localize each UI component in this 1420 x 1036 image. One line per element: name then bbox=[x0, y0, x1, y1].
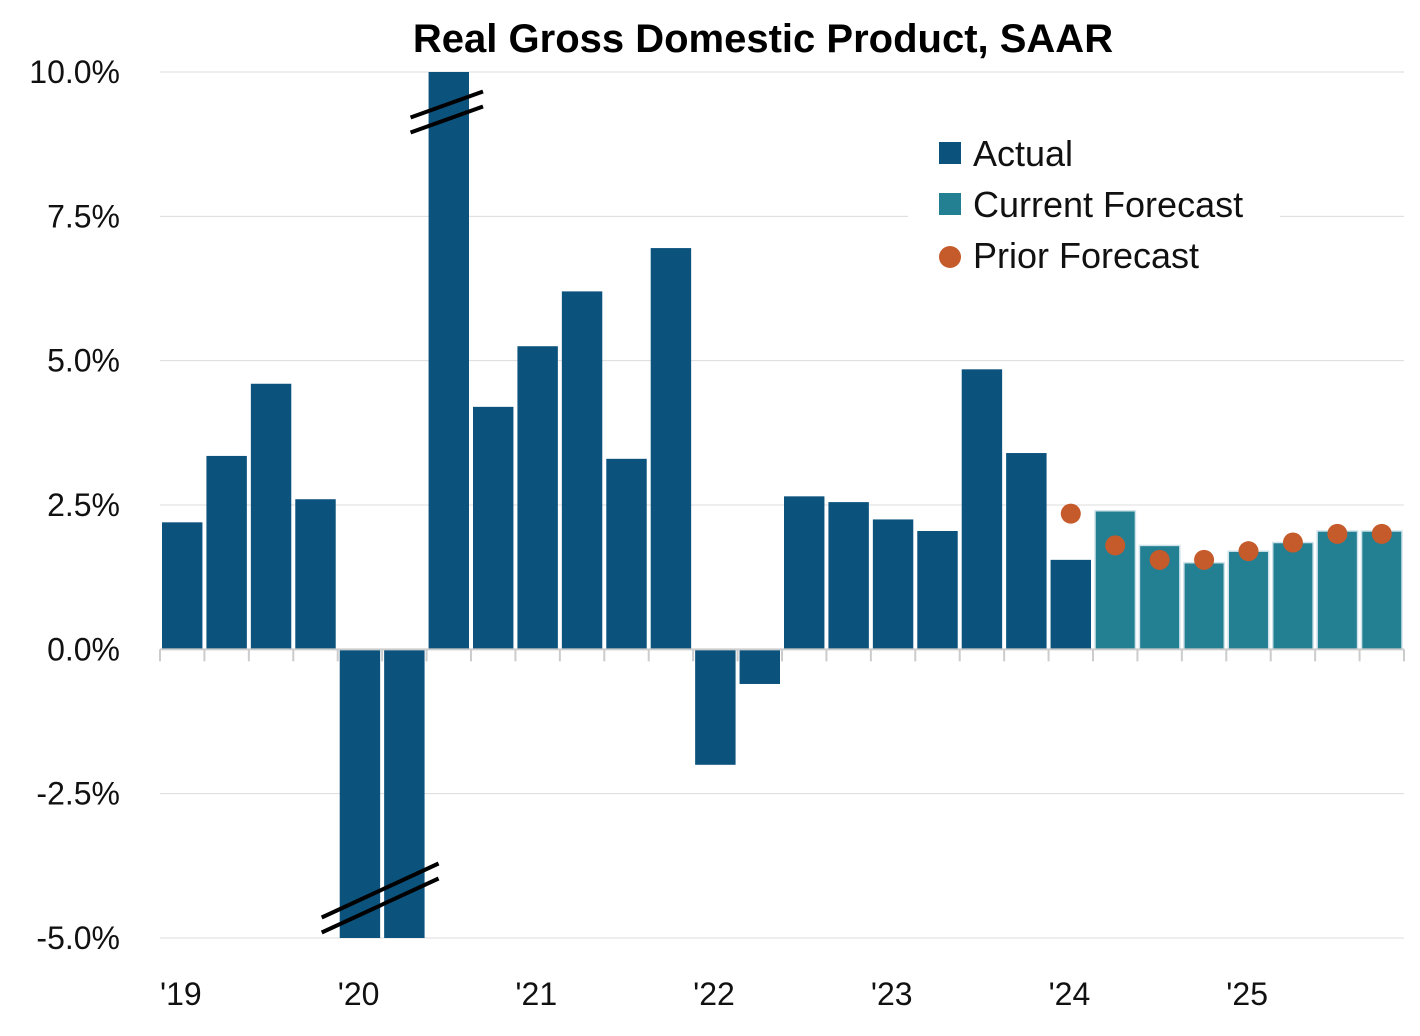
y-tick-label: -2.5% bbox=[36, 776, 120, 812]
forecast-bar bbox=[1360, 530, 1403, 651]
legend-dot bbox=[939, 246, 961, 268]
forecast-bar bbox=[1271, 541, 1314, 651]
prior-forecast-dot bbox=[1060, 503, 1081, 524]
legend-swatch bbox=[939, 193, 961, 215]
x-year-label: '19 bbox=[160, 976, 202, 1012]
legend-label: Prior Forecast bbox=[973, 235, 1199, 276]
axis-break-slash bbox=[320, 861, 440, 920]
actual-bar bbox=[1050, 559, 1091, 650]
actual-bar bbox=[1006, 453, 1047, 650]
legend-label: Actual bbox=[973, 133, 1073, 174]
axis-break-slash bbox=[409, 89, 484, 120]
prior-forecast-dot bbox=[1149, 549, 1170, 570]
legend: Actual Current Forecast Prior Forecast bbox=[908, 122, 1280, 282]
x-year-label: '22 bbox=[693, 976, 735, 1012]
prior-forecast-dot bbox=[1371, 523, 1392, 544]
prior-forecast-dot bbox=[1327, 523, 1348, 544]
forecast-bar bbox=[1227, 550, 1270, 651]
forecast-bar bbox=[1316, 530, 1359, 651]
y-tick-label: 7.5% bbox=[47, 198, 120, 234]
prior-forecast-dot bbox=[1238, 541, 1259, 562]
y-tick-label: 10.0% bbox=[29, 54, 120, 90]
actual-bar bbox=[739, 649, 780, 684]
actual-bar bbox=[650, 248, 692, 650]
actual-bar bbox=[428, 72, 469, 650]
actual-bar bbox=[872, 519, 914, 650]
x-year-label: '24 bbox=[1049, 976, 1091, 1012]
x-year-label: '20 bbox=[338, 976, 380, 1012]
prior-forecast-dot bbox=[1194, 549, 1215, 570]
axis-break-marks bbox=[320, 89, 484, 935]
y-tick-label: 5.0% bbox=[47, 343, 120, 379]
actual-bar bbox=[561, 291, 603, 650]
legend-label: Current Forecast bbox=[973, 184, 1243, 225]
forecast-bar bbox=[1183, 561, 1226, 651]
actual-bar bbox=[695, 649, 736, 765]
forecast-bar bbox=[1094, 510, 1137, 651]
x-year-label: '25 bbox=[1226, 976, 1268, 1012]
y-tick-label: -5.0% bbox=[36, 920, 120, 956]
legend-swatch bbox=[939, 142, 961, 164]
prior-forecast-dot bbox=[1105, 535, 1126, 556]
actual-bar bbox=[339, 649, 381, 938]
actual-bar bbox=[917, 530, 958, 650]
axis-break-slash bbox=[320, 876, 440, 935]
actual-bar bbox=[206, 455, 247, 650]
actual-bar bbox=[473, 406, 514, 650]
x-year-label: '21 bbox=[515, 976, 557, 1012]
actual-bar bbox=[828, 502, 869, 650]
actual-bar bbox=[606, 458, 647, 650]
x-year-label: '23 bbox=[871, 976, 913, 1012]
chart-title: Real Gross Domestic Product, SAAR bbox=[413, 17, 1113, 61]
actual-bar bbox=[961, 369, 1003, 650]
axis-break-slash bbox=[409, 104, 484, 135]
gridlines: 10.0% 7.5% 5.0% 2.5% 0.0% -2.5% -5.0% bbox=[29, 54, 1404, 956]
axes: '19 '20 '21 '22 '23 '24 '25 bbox=[159, 648, 1405, 1012]
y-tick-label: 0.0% bbox=[47, 631, 120, 667]
actual-bar bbox=[250, 383, 292, 650]
prior-forecast-dot bbox=[1282, 532, 1303, 553]
prior-forecast-dots bbox=[1060, 503, 1392, 570]
legend-background bbox=[908, 122, 1280, 282]
actual-bar bbox=[517, 346, 558, 650]
actual-bar bbox=[162, 522, 203, 650]
actual-bar bbox=[295, 499, 336, 650]
y-tick-label: 2.5% bbox=[47, 487, 120, 523]
actual-bar bbox=[784, 496, 825, 650]
